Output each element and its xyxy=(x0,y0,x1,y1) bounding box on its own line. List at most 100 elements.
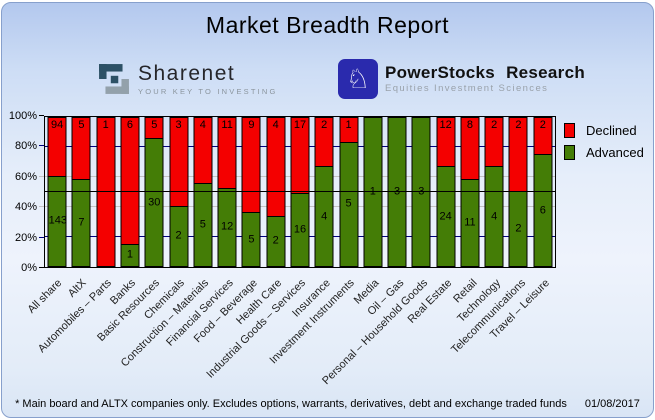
declined-value: 2 xyxy=(491,119,498,131)
declined-value: 94 xyxy=(51,119,64,131)
y-tick-label: 40% xyxy=(14,201,37,214)
x-axis-labels: All share AltX Automobiles – Parts Banks Bas… xyxy=(26,273,556,398)
bar-slot: 1 xyxy=(94,117,118,267)
declined-value: 2 xyxy=(539,119,546,131)
y-tick-mark xyxy=(39,145,44,147)
bar: 8 11 xyxy=(460,117,480,267)
advanced-value: 5 xyxy=(248,233,255,246)
declined-value: 6 xyxy=(126,119,134,131)
advanced-value: 7 xyxy=(78,216,85,229)
advanced-segment xyxy=(145,138,163,266)
legend-item-advanced: Advanced xyxy=(564,145,644,160)
bar-slot: 17 16 xyxy=(288,117,312,267)
y-tick-label: 100% xyxy=(8,110,37,122)
advanced-segment xyxy=(534,154,552,266)
advanced-segment xyxy=(242,212,260,266)
advanced-value: 2 xyxy=(175,229,182,242)
bar-slot: 3 xyxy=(409,117,433,267)
advanced-value: 30 xyxy=(148,196,161,209)
advanced-value: 143 xyxy=(48,214,67,227)
declined-value: 2 xyxy=(321,119,328,131)
declined-value: 5 xyxy=(78,119,85,131)
legend: Declined Advanced xyxy=(564,123,644,160)
advanced-segment xyxy=(291,193,309,266)
advanced-value: 2 xyxy=(272,234,279,247)
declined-value: 9 xyxy=(248,119,255,131)
y-tick-mark xyxy=(39,236,44,238)
bar: 12 24 xyxy=(436,117,456,267)
advanced-value: 24 xyxy=(439,210,452,223)
advanced-value: 4 xyxy=(321,210,328,223)
advanced-segment xyxy=(267,215,285,266)
bar-slot: 94 143 xyxy=(45,117,69,267)
declined-value: 1 xyxy=(345,119,352,131)
declined-value: 11 xyxy=(221,119,233,131)
breadth-chart: 0% 20% 40% 60% 80% 100% 94 143 5 7 1 6 1 5 30 3 2 4 5 11 12… xyxy=(2,108,655,398)
declined-value: 17 xyxy=(293,119,307,131)
advanced-segment xyxy=(461,179,479,266)
bar: 11 12 xyxy=(217,117,237,267)
gridline-50 xyxy=(45,191,555,192)
legend-swatch-declined xyxy=(564,123,575,138)
bar: 94 143 xyxy=(47,117,67,267)
legend-label-declined: Declined xyxy=(586,123,637,138)
advanced-value: 6 xyxy=(539,204,546,216)
bar: 5 30 xyxy=(144,117,164,267)
declined-value: 5 xyxy=(151,119,158,131)
page-title: Market Breadth Report xyxy=(205,12,450,38)
advanced-value: 12 xyxy=(220,220,234,233)
advanced-segment xyxy=(121,243,139,266)
x-axis-label: All share xyxy=(25,277,65,316)
declined-value: 12 xyxy=(439,119,452,131)
advanced-value: 3 xyxy=(413,186,430,198)
advanced-value: 1 xyxy=(364,186,381,198)
bar: 1 xyxy=(363,117,383,267)
bar-slot: 1 xyxy=(361,117,385,267)
bar-slot: 5 30 xyxy=(142,117,166,267)
sharenet-name: Sharenet xyxy=(138,62,236,85)
y-tick-mark xyxy=(39,115,44,116)
declined-value: 8 xyxy=(466,119,473,131)
legend-swatch-advanced xyxy=(564,145,575,160)
advanced-segment xyxy=(218,187,236,266)
declined-value: 4 xyxy=(199,119,206,131)
y-tick-label: 0% xyxy=(21,262,37,274)
bar-slot: 8 11 xyxy=(458,117,482,267)
advanced-value: 5 xyxy=(199,218,206,231)
advanced-segment xyxy=(48,175,66,266)
bar: 3 xyxy=(411,117,431,267)
logo-row: Sharenet YOUR KEY TO INVESTING ♘ PowerSt… xyxy=(2,59,653,105)
declined-value: 2 xyxy=(515,119,522,131)
advanced-segment xyxy=(340,141,358,266)
legend-item-declined: Declined xyxy=(564,123,644,138)
advanced-value: 5 xyxy=(345,197,352,210)
footer-date: 01/08/2017 xyxy=(584,398,640,410)
powerstocks-logo: ♘ PowerStocks Research Equities Investme… xyxy=(338,59,585,99)
bar-slot: 12 24 xyxy=(434,117,458,267)
advanced-segment xyxy=(194,182,212,266)
bar: 1 xyxy=(96,117,116,267)
advanced-value: 2 xyxy=(515,222,522,235)
bar: 3 xyxy=(387,117,407,267)
y-axis: 0% 20% 40% 60% 80% 100% xyxy=(2,110,44,274)
